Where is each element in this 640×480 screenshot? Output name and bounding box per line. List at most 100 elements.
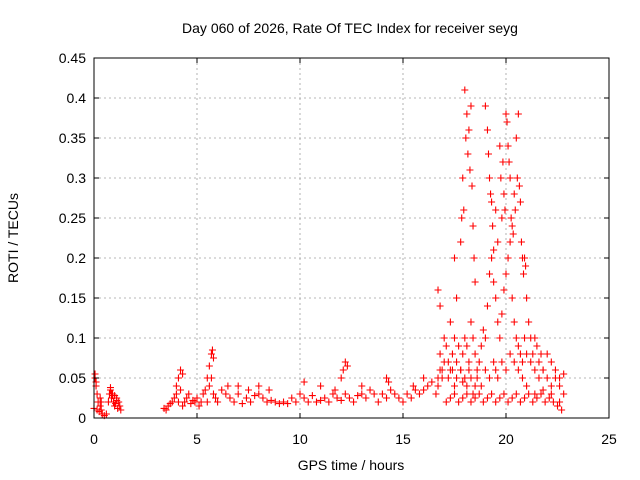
data-point: [224, 382, 232, 390]
data-point: [97, 398, 105, 406]
data-point: [560, 370, 568, 378]
data-point: [499, 158, 507, 166]
data-point: [539, 366, 547, 374]
data-point: [479, 326, 487, 334]
data-point: [308, 392, 316, 400]
data-point: [383, 394, 391, 402]
x-tick-label: 0: [90, 431, 98, 447]
data-point: [385, 378, 393, 386]
data-point: [226, 394, 234, 402]
data-point: [96, 402, 104, 410]
data-point: [284, 400, 292, 408]
data-point: [193, 394, 201, 402]
data-point: [461, 334, 469, 342]
data-point: [453, 358, 461, 366]
y-tick-label: 0.4: [67, 90, 87, 106]
data-point: [518, 358, 526, 366]
x-tick-label: 10: [292, 431, 308, 447]
chart-title: Day 060 of 2026, Rate Of TEC Index for r…: [182, 20, 518, 36]
data-point: [545, 394, 553, 402]
data-point: [415, 390, 423, 398]
data-point: [168, 398, 176, 406]
data-point: [471, 394, 479, 402]
data-point: [508, 222, 516, 230]
data-point: [391, 390, 399, 398]
data-point: [292, 398, 300, 406]
y-tick-label: 0: [78, 410, 86, 426]
data-point: [537, 390, 545, 398]
data-point: [222, 390, 230, 398]
data-point: [325, 398, 333, 406]
data-point: [488, 198, 496, 206]
data-point: [473, 374, 481, 382]
data-point: [523, 294, 531, 302]
data-point: [403, 390, 411, 398]
data-point: [362, 394, 370, 402]
data-point: [207, 350, 215, 358]
x-tick-label: 20: [498, 431, 514, 447]
data-point: [242, 394, 250, 402]
data-point: [255, 390, 263, 398]
data-point: [341, 358, 349, 366]
data-point: [312, 398, 320, 406]
data-point: [471, 278, 479, 286]
data-point: [506, 238, 514, 246]
data-point: [409, 382, 417, 390]
data-point: [490, 358, 498, 366]
data-point: [259, 394, 267, 402]
data-point: [466, 166, 474, 174]
data-point: [172, 390, 180, 398]
data-point: [521, 254, 529, 262]
data-point: [531, 366, 539, 374]
data-point: [436, 350, 444, 358]
data-point: [469, 222, 477, 230]
data-point: [518, 374, 526, 382]
data-point: [339, 366, 347, 374]
data-point: [428, 378, 436, 386]
data-point: [358, 390, 366, 398]
data-point: [523, 382, 531, 390]
data-point: [183, 394, 191, 402]
y-tick-label: 0.2: [67, 250, 87, 266]
data-point: [523, 350, 531, 358]
data-point: [479, 398, 487, 406]
data-point: [214, 398, 222, 406]
data-point: [514, 110, 522, 118]
data-point: [462, 134, 470, 142]
data-point: [179, 402, 187, 410]
data-point: [511, 206, 519, 214]
data-point: [350, 398, 358, 406]
data-point: [494, 318, 502, 326]
data-point: [483, 126, 491, 134]
data-point: [191, 398, 199, 406]
data-point: [288, 394, 296, 402]
data-point: [502, 110, 510, 118]
data-point: [500, 286, 508, 294]
data-point: [465, 126, 473, 134]
y-tick-label: 0.45: [59, 50, 86, 66]
data-point: [205, 362, 213, 370]
data-point: [512, 390, 520, 398]
data-point: [489, 222, 497, 230]
data-point: [341, 390, 349, 398]
data-point: [96, 394, 104, 402]
data-point: [263, 398, 271, 406]
data-point: [547, 358, 555, 366]
data-point: [331, 386, 339, 394]
data-point: [483, 394, 491, 402]
data-point: [506, 350, 514, 358]
data-point: [446, 394, 454, 402]
data-point: [459, 174, 467, 182]
data-point: [203, 398, 211, 406]
data-point: [500, 390, 508, 398]
y-tick-label: 0.3: [67, 170, 87, 186]
x-axis-ticks: 0 5 10 15 20 25: [90, 58, 617, 447]
data-point: [521, 394, 529, 402]
data-point: [505, 158, 513, 166]
data-point: [498, 310, 506, 318]
x-tick-label: 25: [601, 431, 617, 447]
data-point: [463, 110, 471, 118]
y-axis-ticks: 0 0.05 0.1 0.15 0.2 0.25 0.3 0.35 0.4 0.45: [59, 50, 609, 426]
data-point: [558, 406, 566, 414]
data-point: [556, 382, 564, 390]
